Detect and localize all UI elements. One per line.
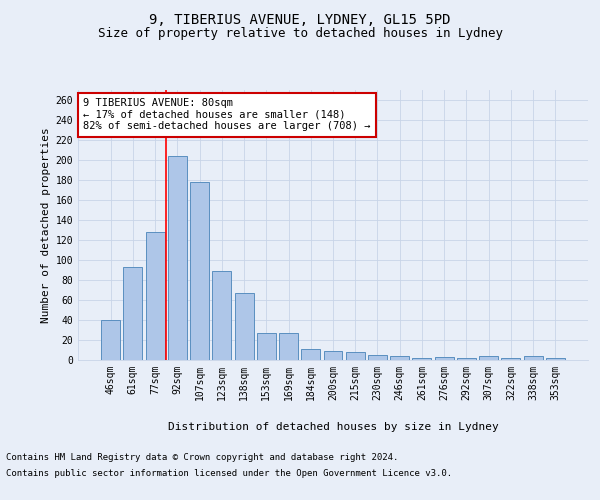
- Bar: [435, 357, 454, 360]
- Bar: [412, 358, 431, 360]
- Bar: [257, 333, 276, 360]
- Text: Contains public sector information licensed under the Open Government Licence v3: Contains public sector information licen…: [6, 468, 452, 477]
- Bar: [279, 333, 298, 360]
- Bar: [457, 358, 476, 360]
- Y-axis label: Number of detached properties: Number of detached properties: [41, 127, 52, 323]
- Text: Contains HM Land Registry data © Crown copyright and database right 2024.: Contains HM Land Registry data © Crown c…: [6, 454, 398, 462]
- Bar: [479, 356, 498, 360]
- Bar: [546, 358, 565, 360]
- Bar: [390, 356, 409, 360]
- Bar: [235, 293, 254, 360]
- Bar: [168, 156, 187, 360]
- Bar: [368, 355, 387, 360]
- Bar: [346, 352, 365, 360]
- Text: Size of property relative to detached houses in Lydney: Size of property relative to detached ho…: [97, 28, 503, 40]
- Bar: [146, 232, 164, 360]
- Bar: [323, 351, 343, 360]
- Bar: [124, 267, 142, 360]
- Text: Distribution of detached houses by size in Lydney: Distribution of detached houses by size …: [167, 422, 499, 432]
- Bar: [212, 271, 231, 360]
- Bar: [301, 349, 320, 360]
- Bar: [190, 182, 209, 360]
- Bar: [101, 320, 120, 360]
- Text: 9 TIBERIUS AVENUE: 80sqm
← 17% of detached houses are smaller (148)
82% of semi-: 9 TIBERIUS AVENUE: 80sqm ← 17% of detach…: [83, 98, 371, 132]
- Bar: [524, 356, 542, 360]
- Text: 9, TIBERIUS AVENUE, LYDNEY, GL15 5PD: 9, TIBERIUS AVENUE, LYDNEY, GL15 5PD: [149, 12, 451, 26]
- Bar: [502, 358, 520, 360]
